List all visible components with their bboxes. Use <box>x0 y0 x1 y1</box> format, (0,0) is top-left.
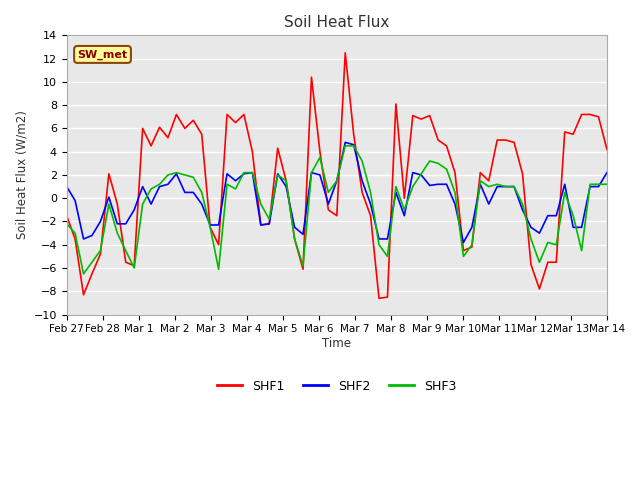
SHF3 <box>80 271 88 277</box>
SHF1 <box>189 118 197 123</box>
SHF3 <box>63 221 70 227</box>
SHF1 <box>544 259 552 265</box>
SHF2 <box>603 170 611 176</box>
SHF3 <box>198 190 205 195</box>
X-axis label: Time: Time <box>323 337 351 350</box>
SHF2 <box>189 190 197 195</box>
SHF2 <box>544 213 552 218</box>
SHF3 <box>299 263 307 269</box>
SHF2 <box>586 184 594 190</box>
Line: SHF1: SHF1 <box>67 53 607 298</box>
Line: SHF2: SHF2 <box>67 143 607 242</box>
Title: Soil Heat Flux: Soil Heat Flux <box>284 15 390 30</box>
SHF3 <box>358 158 366 164</box>
SHF2 <box>63 184 70 190</box>
SHF3 <box>586 181 594 187</box>
SHF1 <box>586 111 594 117</box>
SHF1 <box>603 146 611 152</box>
SHF2 <box>341 140 349 145</box>
SHF3 <box>544 240 552 245</box>
SHF1 <box>341 50 349 56</box>
Legend: SHF1, SHF2, SHF3: SHF1, SHF2, SHF3 <box>212 375 461 398</box>
SHF3 <box>341 143 349 149</box>
SHF2 <box>460 240 467 245</box>
SHF3 <box>603 181 611 187</box>
Text: SW_met: SW_met <box>77 49 127 60</box>
Y-axis label: Soil Heat Flux (W/m2): Soil Heat Flux (W/m2) <box>15 110 28 240</box>
SHF1 <box>63 213 70 218</box>
SHF2 <box>291 225 298 230</box>
SHF3 <box>232 186 239 192</box>
SHF1 <box>375 295 383 301</box>
Line: SHF3: SHF3 <box>67 146 607 274</box>
SHF1 <box>350 132 358 137</box>
SHF2 <box>350 142 358 147</box>
SHF1 <box>291 236 298 242</box>
SHF1 <box>223 111 231 117</box>
SHF2 <box>223 171 231 177</box>
